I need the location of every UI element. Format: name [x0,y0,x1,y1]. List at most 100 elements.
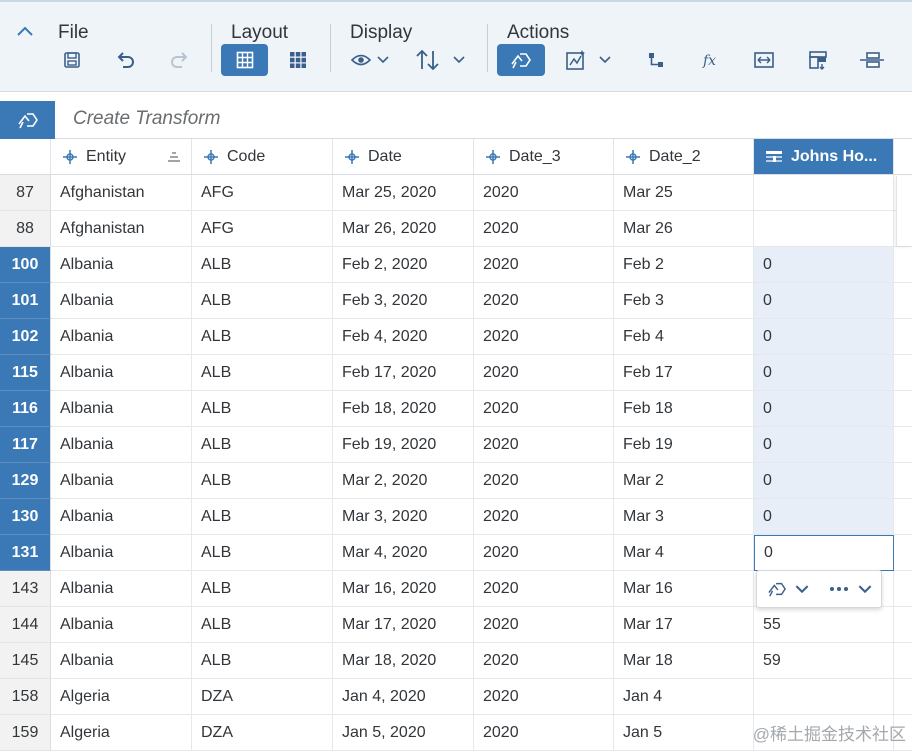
more-actions-dropdown[interactable] [829,571,872,607]
calculated-column-button[interactable]: fx [696,44,726,76]
table-cell[interactable]: Feb 4 [614,319,754,355]
table-cell[interactable]: 2020 [474,643,614,679]
table-cell[interactable]: ALB [192,499,333,535]
table-cell[interactable]: ALB [192,283,333,319]
collapse-toolbar-button[interactable] [14,20,36,42]
table-cell[interactable]: 2020 [474,715,614,751]
table-cell[interactable]: Albania [51,319,192,355]
table-cell[interactable]: Mar 16, 2020 [333,571,474,607]
row-number[interactable]: 143 [0,571,51,607]
table-cell[interactable]: 0 [754,355,894,391]
table-cell[interactable]: Afghanistan [51,175,192,211]
table-cell[interactable]: 2020 [474,679,614,715]
table-cell[interactable]: Mar 16 [614,571,754,607]
column-header-date-3[interactable]: Date_3 [474,139,614,175]
table-cell[interactable]: Mar 25, 2020 [333,175,474,211]
row-number[interactable]: 116 [0,391,51,427]
table-cell[interactable]: ALB [192,319,333,355]
table-cell[interactable]: ALB [192,463,333,499]
row-number[interactable]: 88 [0,211,51,247]
table-cell[interactable]: Albania [51,499,192,535]
table-cell[interactable]: ALB [192,607,333,643]
row-number[interactable]: 102 [0,319,51,355]
table-cell[interactable]: Mar 2 [614,463,754,499]
table-cell[interactable]: 0 [754,427,894,463]
table-cell[interactable]: Mar 17, 2020 [333,607,474,643]
row-number[interactable]: 101 [0,283,51,319]
table-cell[interactable]: 59 [754,643,894,679]
table-cell[interactable]: Albania [51,607,192,643]
table-cell[interactable]: Algeria [51,679,192,715]
hierarchy-button[interactable] [642,44,670,76]
grid-view-button[interactable] [221,44,268,76]
table-cell[interactable]: Mar 18 [614,643,754,679]
table-cell[interactable]: Mar 25 [614,175,754,211]
table-cell[interactable]: 2020 [474,175,614,211]
table-cell[interactable]: DZA [192,715,333,751]
column-header-date-2[interactable]: Date_2 [614,139,754,175]
table-cell[interactable]: ALB [192,643,333,679]
sort-indicator-icon[interactable] [167,151,181,163]
table-cell[interactable] [754,175,894,211]
align-button[interactable] [856,44,888,76]
table-cell[interactable]: 2020 [474,247,614,283]
table-cell[interactable]: AFG [192,211,333,247]
table-cell[interactable]: Albania [51,283,192,319]
smart-transform-dropdown[interactable] [560,44,616,76]
table-cell[interactable]: Feb 3 [614,283,754,319]
table-cell[interactable]: 0 [754,499,894,535]
table-cell[interactable]: 0 [754,391,894,427]
row-number[interactable]: 130 [0,499,51,535]
table-cell[interactable]: Feb 19, 2020 [333,427,474,463]
row-number[interactable]: 129 [0,463,51,499]
row-number[interactable]: 87 [0,175,51,211]
table-cell[interactable]: Mar 4, 2020 [333,535,474,571]
table-cell[interactable]: AFG [192,175,333,211]
table-cell[interactable]: 2020 [474,427,614,463]
table-cell[interactable]: Albania [51,571,192,607]
facet-view-button[interactable] [282,44,314,76]
column-header-johns-hopkins[interactable]: Johns Ho... [754,139,894,175]
table-cell[interactable]: Jan 5, 2020 [333,715,474,751]
table-cell[interactable]: ALB [192,391,333,427]
table-cell[interactable] [754,679,894,715]
table-cell[interactable]: ALB [192,427,333,463]
table-cell[interactable] [754,211,894,247]
table-cell[interactable]: 2020 [474,211,614,247]
table-cell[interactable]: 0 [754,283,894,319]
table-cell[interactable]: 2020 [474,571,614,607]
row-number[interactable]: 159 [0,715,51,751]
table-cell[interactable]: Feb 17 [614,355,754,391]
table-cell[interactable]: Albania [51,535,192,571]
row-number[interactable]: 145 [0,643,51,679]
column-header-code[interactable]: Code [192,139,333,175]
save-button[interactable] [58,44,86,76]
table-cell[interactable]: Albania [51,355,192,391]
table-cell[interactable]: 2020 [474,607,614,643]
table-cell[interactable]: Jan 4 [614,679,754,715]
sort-dropdown[interactable] [412,44,468,76]
table-cell[interactable]: Albania [51,247,192,283]
table-cell[interactable]: Albania [51,427,192,463]
table-cell[interactable]: Mar 4 [614,535,754,571]
table-cell[interactable]: ALB [192,247,333,283]
table-cell[interactable]: Mar 26 [614,211,754,247]
row-number[interactable]: 100 [0,247,51,283]
table-cell[interactable]: 2020 [474,535,614,571]
table-cell[interactable]: Afghanistan [51,211,192,247]
redo-button[interactable] [165,44,195,76]
column-header-entity[interactable]: Entity [51,139,192,175]
column-header-date[interactable]: Date [333,139,474,175]
table-cell[interactable]: ALB [192,571,333,607]
table-cell[interactable]: Feb 18 [614,391,754,427]
table-cell[interactable]: Feb 18, 2020 [333,391,474,427]
table-cell[interactable]: Feb 4, 2020 [333,319,474,355]
table-cell[interactable]: Mar 26, 2020 [333,211,474,247]
table-cell[interactable]: Feb 3, 2020 [333,283,474,319]
table-cell[interactable]: 2020 [474,319,614,355]
table-cell[interactable]: Feb 19 [614,427,754,463]
table-cell[interactable]: 2020 [474,391,614,427]
table-cell[interactable]: Mar 2, 2020 [333,463,474,499]
table-cell[interactable]: ALB [192,535,333,571]
row-number[interactable]: 158 [0,679,51,715]
